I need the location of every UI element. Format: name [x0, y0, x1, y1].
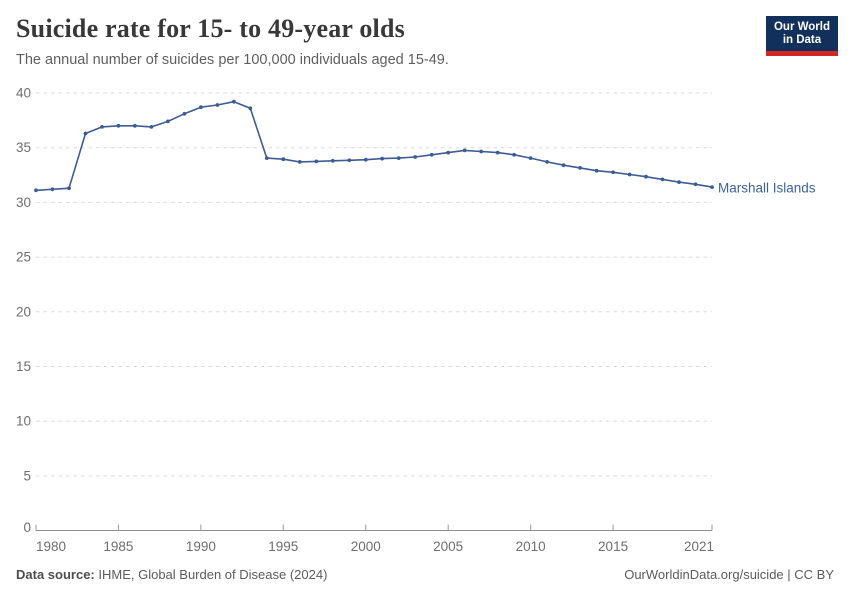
data-point[interactable]	[100, 125, 104, 129]
data-point[interactable]	[347, 158, 352, 163]
data-point[interactable]	[182, 111, 187, 116]
data-point[interactable]	[380, 156, 385, 161]
data-line[interactable]	[35, 100, 713, 192]
data-source-note: Data source: IHME, Global Burden of Dise…	[16, 566, 327, 583]
credit-link[interactable]: OurWorldinData.org/suicide | CC BY	[624, 567, 834, 582]
data-point[interactable]	[512, 152, 516, 157]
data-point[interactable]	[149, 125, 154, 129]
x-tick-label: 2021	[684, 539, 714, 554]
data-point[interactable]	[281, 157, 286, 162]
gridlines-group: 0 5 10 15 20 25 30 35 40	[16, 86, 712, 535]
y-tick-label: 20	[16, 304, 31, 319]
data-point[interactable]	[232, 99, 236, 104]
chart-header: Suicide rate for 15- to 49-year olds The…	[16, 14, 750, 69]
data-point[interactable]	[710, 185, 714, 190]
data-point[interactable]	[545, 160, 549, 164]
y-tick-label: 40	[16, 86, 31, 101]
y-tick-label: 5	[23, 468, 31, 483]
data-point[interactable]	[660, 177, 665, 182]
chart-footer: Data source: IHME, Global Burden of Dise…	[16, 566, 834, 583]
x-tick-label: 2005	[433, 539, 463, 554]
y-tick-label: 10	[16, 414, 31, 429]
data-point[interactable]	[677, 180, 681, 185]
data-point[interactable]	[413, 155, 418, 159]
data-point[interactable]	[644, 174, 648, 179]
data-point[interactable]	[166, 119, 170, 124]
data-point[interactable]	[429, 152, 434, 157]
x-tick-label: 2000	[351, 539, 381, 554]
data-point[interactable]	[495, 150, 500, 155]
data-point[interactable]	[479, 149, 484, 154]
data-source-text: IHME, Global Burden of Disease (2024)	[94, 567, 328, 582]
data-point[interactable]	[248, 106, 253, 111]
x-tick-label: 2015	[598, 539, 628, 554]
y-tick-label: 25	[16, 250, 31, 265]
data-point[interactable]	[627, 172, 632, 177]
data-point[interactable]	[314, 159, 319, 164]
data-point[interactable]	[67, 186, 71, 191]
data-point[interactable]	[83, 131, 88, 136]
x-tick-label: 1995	[268, 539, 298, 554]
y-tick-label: 0	[23, 520, 31, 535]
series-group: Marshall Islands	[34, 99, 816, 196]
data-point[interactable]	[50, 187, 55, 192]
y-tick-label: 35	[16, 140, 31, 155]
y-tick-label: 30	[16, 195, 31, 210]
data-point[interactable]	[611, 170, 615, 175]
page-title: Suicide rate for 15- to 49-year olds	[16, 14, 405, 43]
data-point[interactable]	[578, 166, 582, 170]
data-point[interactable]	[34, 188, 38, 193]
data-point[interactable]	[330, 158, 335, 163]
data-point[interactable]	[528, 156, 533, 161]
data-point[interactable]	[462, 148, 467, 153]
owid-logo-line1: Our World	[773, 21, 830, 33]
x-axis-group: 1980 1985 1990 1995 2000 2005 2010 2015 2021	[35, 524, 714, 554]
data-point[interactable]	[264, 156, 269, 161]
data-point[interactable]	[561, 163, 566, 168]
owid-logo-line2: in Data	[782, 34, 822, 46]
data-point[interactable]	[396, 156, 401, 161]
data-point[interactable]	[446, 150, 451, 155]
x-tick-label: 2010	[516, 539, 546, 554]
y-tick-label: 15	[16, 359, 31, 374]
data-point[interactable]	[133, 123, 137, 128]
data-point[interactable]	[215, 103, 220, 107]
owid-logo[interactable]: Our World in Data	[765, 16, 838, 56]
data-point[interactable]	[297, 160, 302, 164]
data-point[interactable]	[199, 105, 203, 110]
series-label[interactable]: Marshall Islands	[718, 181, 816, 196]
x-tick-label: 1985	[103, 539, 133, 554]
data-point[interactable]	[116, 123, 121, 128]
x-tick-label: 1990	[186, 539, 216, 554]
data-point[interactable]	[363, 157, 368, 162]
chart-subtitle: The annual number of suicides per 100,00…	[16, 52, 449, 68]
data-source-label: Data source:	[16, 567, 95, 582]
data-point[interactable]	[693, 182, 698, 187]
x-tick-label: 1980	[36, 539, 66, 554]
data-point[interactable]	[594, 168, 599, 173]
